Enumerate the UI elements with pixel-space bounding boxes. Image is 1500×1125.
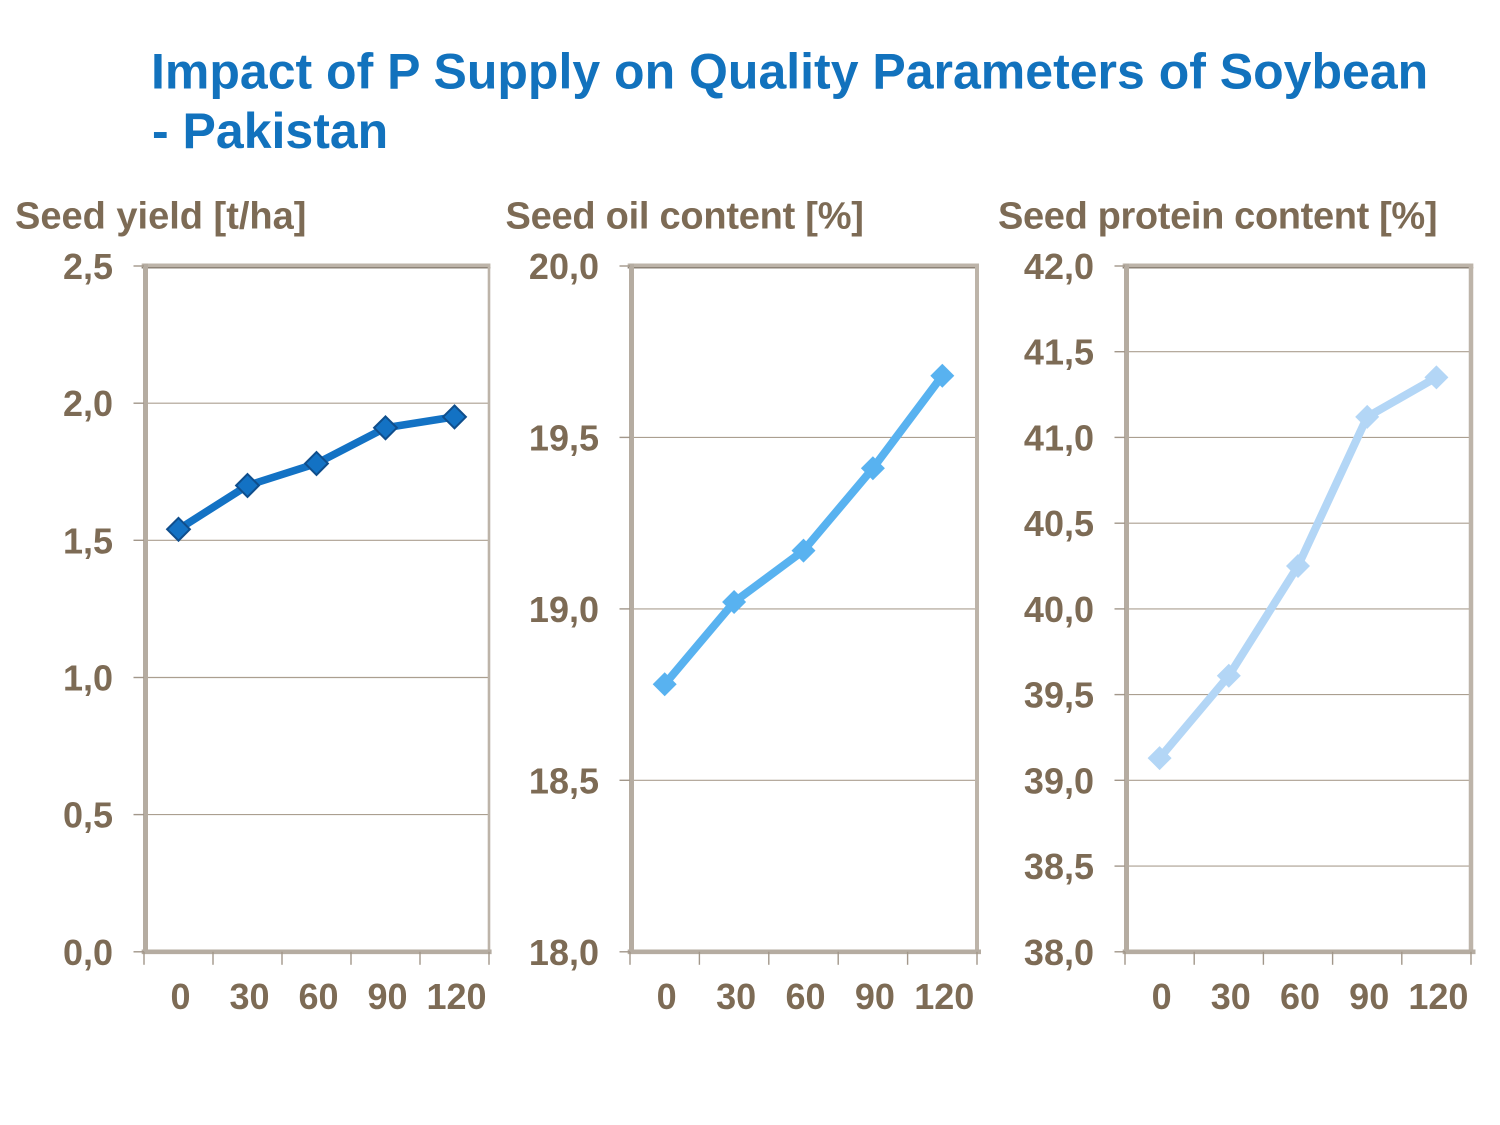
svg-text:0,5: 0,5 (63, 795, 113, 836)
svg-text:Impact of P Supply on Quality: Impact of P Supply on Quality Parameters… (151, 43, 1428, 99)
svg-text:38,5: 38,5 (1024, 846, 1094, 887)
svg-text:0: 0 (1152, 976, 1172, 1017)
svg-text:40,0: 40,0 (1024, 589, 1094, 630)
svg-text:0: 0 (170, 976, 190, 1017)
svg-text:40,5: 40,5 (1024, 503, 1094, 544)
svg-text:Seed oil content [%]: Seed oil content [%] (506, 196, 864, 238)
svg-text:- Pakistan: - Pakistan (152, 103, 388, 159)
svg-text:90: 90 (367, 976, 407, 1017)
svg-text:0,0: 0,0 (63, 932, 113, 973)
svg-text:Seed yield [t/ha]: Seed yield [t/ha] (15, 196, 306, 238)
svg-text:60: 60 (785, 976, 825, 1017)
svg-text:38,0: 38,0 (1024, 932, 1094, 973)
svg-text:30: 30 (1211, 976, 1251, 1017)
svg-text:18,5: 18,5 (529, 760, 599, 801)
svg-text:41,0: 41,0 (1024, 417, 1094, 458)
svg-text:19,0: 19,0 (529, 589, 599, 630)
svg-text:19,5: 19,5 (529, 417, 599, 458)
svg-text:90: 90 (855, 976, 895, 1017)
svg-text:Seed protein content [%]: Seed protein content [%] (998, 196, 1437, 238)
svg-text:18,0: 18,0 (529, 932, 599, 973)
svg-text:2,5: 2,5 (63, 246, 113, 287)
svg-text:30: 30 (716, 976, 756, 1017)
svg-text:120: 120 (914, 976, 974, 1017)
svg-text:41,5: 41,5 (1024, 332, 1094, 373)
svg-text:60: 60 (1280, 976, 1320, 1017)
svg-text:30: 30 (229, 976, 269, 1017)
svg-text:39,0: 39,0 (1024, 760, 1094, 801)
svg-text:2,0: 2,0 (63, 383, 113, 424)
svg-text:1,5: 1,5 (63, 520, 113, 561)
svg-text:0: 0 (657, 976, 677, 1017)
svg-text:120: 120 (1408, 976, 1468, 1017)
svg-text:42,0: 42,0 (1024, 246, 1094, 287)
svg-text:39,5: 39,5 (1024, 675, 1094, 716)
svg-text:120: 120 (426, 976, 486, 1017)
svg-text:90: 90 (1349, 976, 1389, 1017)
svg-text:60: 60 (298, 976, 338, 1017)
svg-text:20,0: 20,0 (529, 246, 599, 287)
svg-text:1,0: 1,0 (63, 658, 113, 699)
